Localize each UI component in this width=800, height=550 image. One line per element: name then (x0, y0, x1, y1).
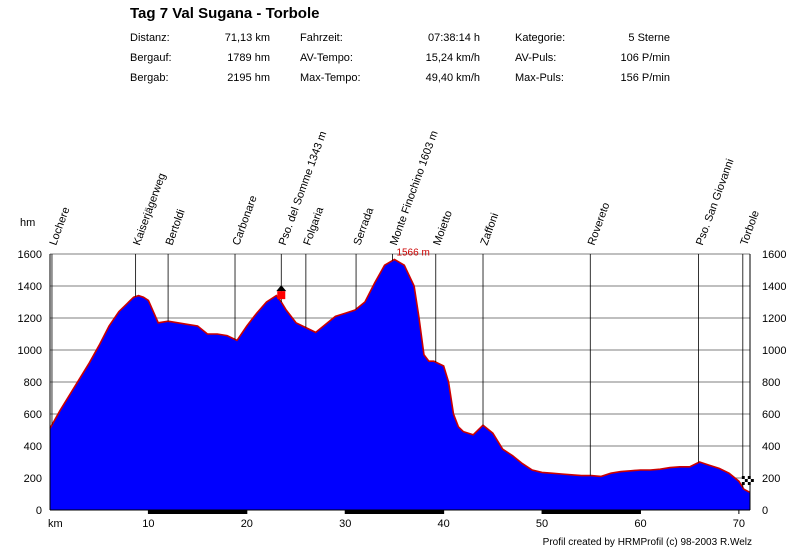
y-tick-label-left: 1400 (18, 281, 42, 293)
waypoint-label: Serrada (352, 205, 377, 247)
waypoint-label: Kaiserjägerweg (131, 172, 168, 247)
x-axis-segment (345, 510, 444, 514)
waypoint-label: Carbonare (231, 194, 260, 247)
stat-value-distanz: 71,13 km (224, 32, 270, 44)
stat-label-max-tempo: Max-Tempo: (300, 72, 361, 84)
x-tick-label: 30 (339, 518, 351, 530)
x-axis-segment (542, 510, 641, 514)
flag-cell (747, 482, 751, 485)
flag-cell (747, 479, 751, 482)
elevation-area (50, 259, 750, 510)
x-tick-label: 10 (142, 518, 154, 530)
flag-cell (750, 476, 754, 479)
waypoint-label: Moietto (431, 209, 455, 247)
waypoint-label: Rovereto (586, 201, 613, 247)
y-tick-label-left: 600 (24, 409, 42, 421)
waypoint-label: Pso. San Giovanni (694, 157, 736, 247)
y-tick-label-left: 0 (36, 505, 42, 517)
y-tick-label-left: 400 (24, 441, 42, 453)
y-tick-label-right: 200 (762, 473, 780, 485)
stat-value-max-puls: 156 P/min (620, 72, 670, 84)
flag-cell (741, 482, 745, 485)
y-tick-label-right: 1200 (762, 313, 786, 325)
elevation-outline (49, 258, 751, 494)
stat-value-kategorie: 5 Sterne (628, 32, 670, 44)
flag-cell (744, 479, 748, 482)
waypoint-label: Folgaria (301, 205, 326, 247)
stat-value-bergauf: 1789 hm (227, 52, 270, 64)
stat-label-bergauf: Bergauf: (130, 52, 172, 64)
x-tick-label: 70 (733, 518, 745, 530)
stat-label-distanz: Distanz: (130, 32, 170, 44)
stat-value-av-puls: 106 P/min (620, 52, 670, 64)
y-tick-label-right: 0 (762, 505, 768, 517)
flag-cell (741, 479, 745, 482)
waypoint-label: Pso. del Somme 1343 m (277, 130, 329, 247)
x-tick-label: 40 (438, 518, 450, 530)
waypoint-label: Torbole (738, 209, 762, 247)
footer-credit: Profil created by HRMProfil (c) 98-2003 … (542, 537, 752, 548)
pass-marker-square (277, 291, 286, 300)
y-tick-label-left: 1600 (18, 249, 42, 261)
y-tick-label-left: 1000 (18, 345, 42, 357)
stat-label-kategorie: Kategorie: (515, 32, 566, 44)
x-tick-label: 20 (241, 518, 253, 530)
y-tick-label-right: 400 (762, 441, 780, 453)
waypoint-label: Zaffoni (479, 212, 502, 248)
x-axis-label: km (48, 518, 63, 530)
y-tick-label-left: 800 (24, 377, 42, 389)
x-tick-label: 60 (634, 518, 646, 530)
x-tick-label: 50 (536, 518, 548, 530)
peak-elevation-label: 1566 m (396, 247, 429, 258)
stat-label-max-puls: Max-Puls: (515, 72, 564, 84)
y-tick-label-left: 1200 (18, 313, 42, 325)
y-tick-label-left: 200 (24, 473, 42, 485)
pass-marker-icon (276, 285, 287, 292)
stat-value-bergab: 2195 hm (227, 72, 270, 84)
stat-value-fahrzeit: 07:38:14 h (428, 32, 480, 44)
stat-label-av-puls: AV-Puls: (515, 52, 557, 64)
waypoint-label: Monte Finochino 1603 m (388, 129, 441, 247)
flag-cell (744, 476, 748, 479)
y-tick-label-right: 1000 (762, 345, 786, 357)
waypoint-label: Lochere (48, 206, 73, 247)
stat-value-max-tempo: 49,40 km/h (425, 72, 480, 84)
chart-title: Tag 7 Val Sugana - Torbole (130, 5, 320, 22)
flag-cell (744, 482, 748, 485)
axes: 0 0 200 200 400 400 600 600 800 800 1000 1000 1200 12… (18, 249, 787, 530)
flag-cell (741, 476, 745, 479)
y-tick-label-right: 1400 (762, 281, 786, 293)
x-axis-segment (148, 510, 247, 514)
flag-cell (750, 479, 754, 482)
annotations: 1566 m (276, 247, 754, 485)
y-tick-label-right: 800 (762, 377, 780, 389)
flag-cell (747, 476, 751, 479)
stat-label-bergab: Bergab: (130, 72, 169, 84)
stat-label-av-tempo: AV-Tempo: (300, 52, 353, 64)
waypoint-label: Bertoldi (164, 208, 188, 247)
y-tick-label-right: 1600 (762, 249, 786, 261)
stat-label-fahrzeit: Fahrzeit: (300, 32, 343, 44)
stat-value-av-tempo: 15,24 km/h (425, 52, 480, 64)
y-axis-label: hm (20, 217, 35, 229)
flag-cell (750, 482, 754, 485)
finish-flag-icon (741, 476, 754, 485)
y-tick-label-right: 600 (762, 409, 780, 421)
